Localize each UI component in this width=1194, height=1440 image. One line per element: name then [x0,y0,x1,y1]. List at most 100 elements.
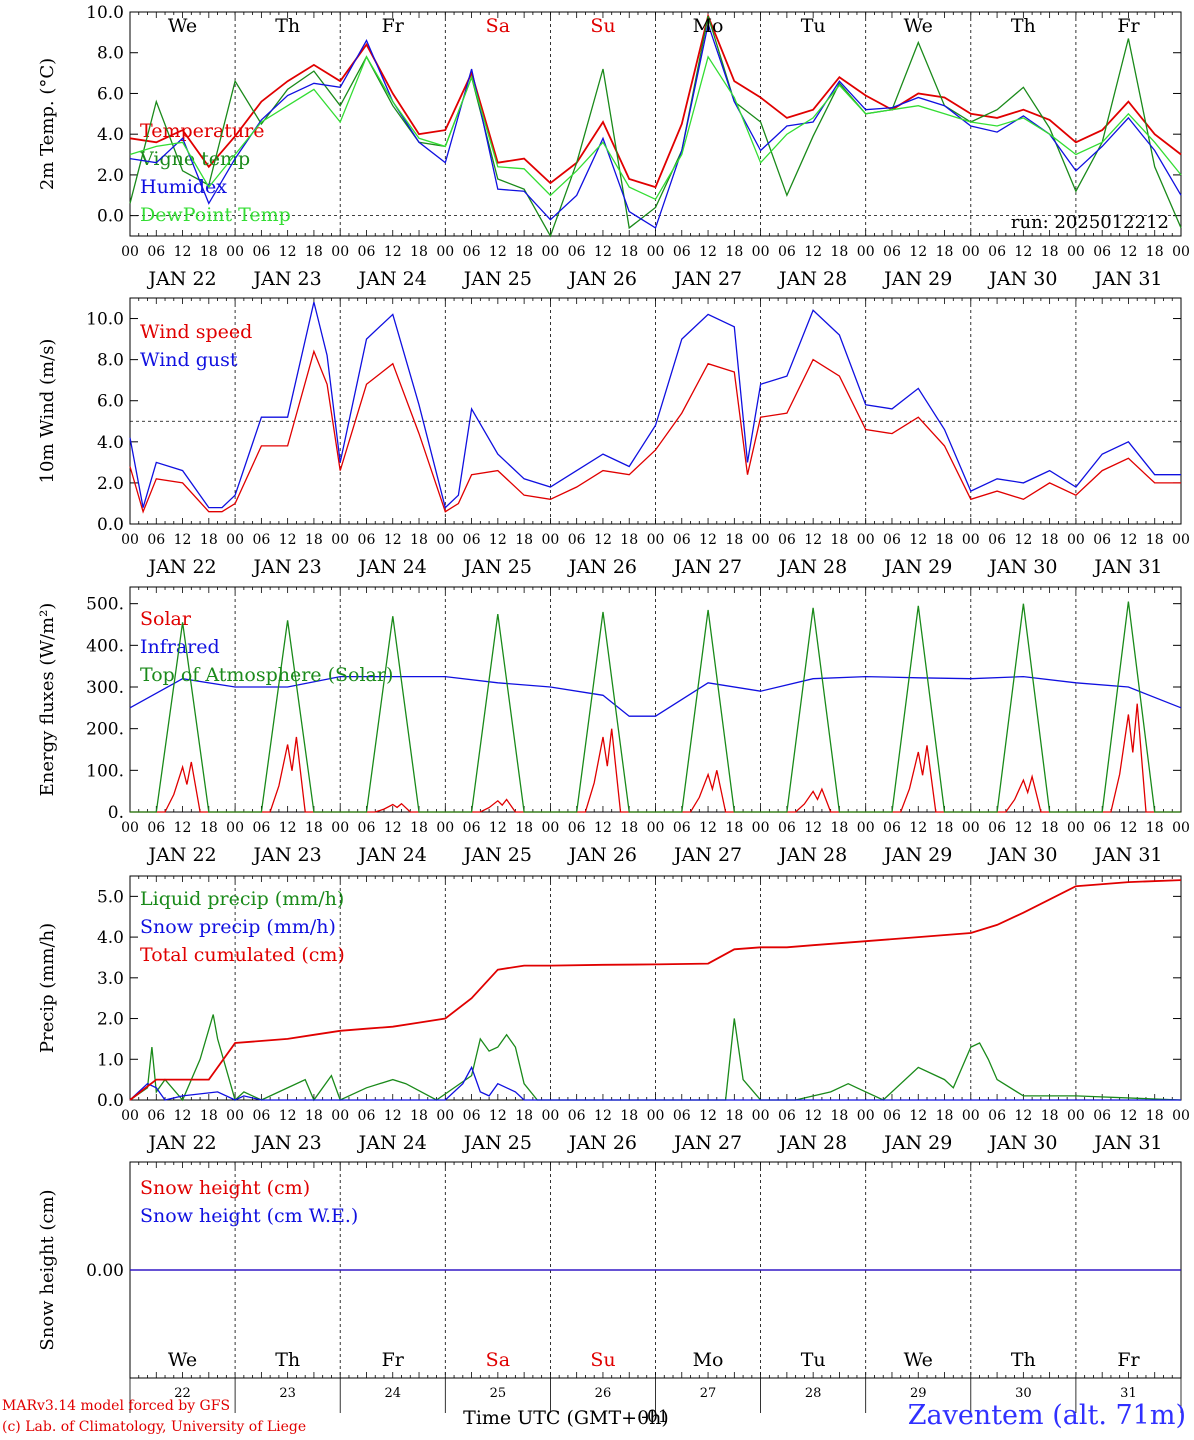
day-name-top: Fr [382,15,405,37]
x-hour-label: 18 [831,820,849,836]
y-tick-label: 4.0 [97,125,124,145]
x-hour-label: 06 [358,244,376,260]
x-hour-label: 06 [147,244,165,260]
x-date-label: JAN 29 [882,1132,952,1154]
x-hour-label: 12 [174,820,192,836]
x-hour-label: 12 [594,244,612,260]
y-tick-label: 2.0 [97,474,124,494]
x-date-label: JAN 31 [1092,268,1162,290]
x-hour-label: 00 [121,532,139,548]
legend-label: Solar [140,608,192,630]
x-hour-label: 12 [1014,820,1032,836]
legend-label: Temperature [140,120,264,142]
x-hour-label: 00 [1172,820,1190,836]
x-date-label: JAN 26 [567,1132,637,1154]
x-date-label: JAN 28 [777,268,847,290]
x-hour-label: 00 [226,1108,244,1124]
x-date-label: JAN 25 [462,556,532,578]
panel-frame [129,11,1182,237]
x-hour-label: 12 [909,820,927,836]
x-hour-label: 00 [1067,820,1085,836]
x-hour-label: 12 [1120,1108,1138,1124]
day-name-bottom: Fr [1117,1349,1140,1371]
x-hour-label: 00 [121,820,139,836]
legend-label: Top of Atmosphere (Solar) [140,664,393,686]
x-hour-label: 12 [384,1108,402,1124]
y-tick-label: 8.0 [97,44,124,64]
x-hour-label: 06 [463,1108,481,1124]
y-tick-label: 5.0 [97,887,124,907]
x-date-label: JAN 27 [672,844,742,866]
x-hour-label: 06 [252,244,270,260]
x-hour-label: 18 [200,1108,218,1124]
day-name-top: Fr [1117,15,1140,37]
x-hour-label: 06 [778,820,796,836]
x-hour-label: 12 [384,244,402,260]
y-axis-title: Energy fluxes (W/m²) [37,603,58,797]
day-number-label: 23 [279,1386,296,1401]
x-date-label: JAN 23 [252,556,322,578]
x-hour-label: 12 [909,1108,927,1124]
x-hour-label: 06 [147,532,165,548]
x-date-label: JAN 28 [777,844,847,866]
x-hour-label: 18 [200,820,218,836]
x-hour-label: 12 [699,532,717,548]
x-hour-label: 00 [121,1108,139,1124]
series-line-dewpoint-temp [129,55,1182,201]
x-date-label: JAN 24 [357,268,427,290]
x-hour-label: 12 [279,820,297,836]
x-date-label: JAN 24 [357,556,427,578]
x-hour-label: 00 [1067,1108,1085,1124]
x-hour-label: 00 [541,244,559,260]
x-hour-label: 12 [594,1108,612,1124]
x-hour-label: 18 [410,532,428,548]
x-date-label: JAN 22 [146,556,216,578]
y-tick-label: 200. [86,720,124,740]
x-hour-label: 18 [515,532,533,548]
x-hour-label: 18 [1041,244,1059,260]
x-hour-label: 18 [1041,1108,1059,1124]
x-hour-label: 00 [752,532,770,548]
day-name-top: Th [1011,15,1036,37]
x-hour-label: 18 [725,532,743,548]
x-hour-label: 18 [936,244,954,260]
x-hour-label: 18 [1146,532,1164,548]
day-name-top: Th [275,15,300,37]
series-line-snow-precip-mm-h [129,1065,1181,1101]
x-hour-label: 00 [752,244,770,260]
legend-label: Snow height (cm W.E.) [140,1205,358,1227]
x-hour-label: 00 [962,244,980,260]
x-date-label: JAN 22 [146,1132,216,1154]
x-hour-label: 18 [620,820,638,836]
day-number-label: 22 [174,1386,191,1401]
x-hour-label: 18 [1146,1108,1164,1124]
legend-label: Snow precip (mm/h) [140,916,336,938]
x-hour-label: 06 [673,244,691,260]
x-hour-label: 06 [568,532,586,548]
day-name-bottom: We [904,1349,933,1371]
x-hour-label: 18 [725,1108,743,1124]
x-date-label: JAN 22 [146,268,216,290]
x-hour-label: 12 [909,244,927,260]
x-hour-label: 06 [1093,532,1111,548]
day-number-label: 29 [910,1386,927,1401]
x-hour-label: 12 [384,820,402,836]
x-hour-label: 12 [699,244,717,260]
day-number-label: 24 [384,1386,401,1401]
day-number-label: 25 [490,1386,507,1401]
x-hour-label: 00 [647,820,665,836]
x-hour-label: 18 [936,820,954,836]
x-date-label: JAN 25 [462,844,532,866]
day-number-label: 27 [700,1386,717,1401]
day-name-top: Mo [693,15,724,37]
x-hour-label: 18 [1146,244,1164,260]
series-line-wind-gust [129,301,1181,509]
legend-label: Total cumulated (cm) [140,944,345,966]
y-tick-label: 300. [86,678,124,698]
x-hour-label: 12 [279,1108,297,1124]
x-date-label: JAN 30 [987,556,1057,578]
x-hour-label: 06 [252,820,270,836]
x-hour-label: 00 [647,244,665,260]
x-hour-label: 18 [410,244,428,260]
